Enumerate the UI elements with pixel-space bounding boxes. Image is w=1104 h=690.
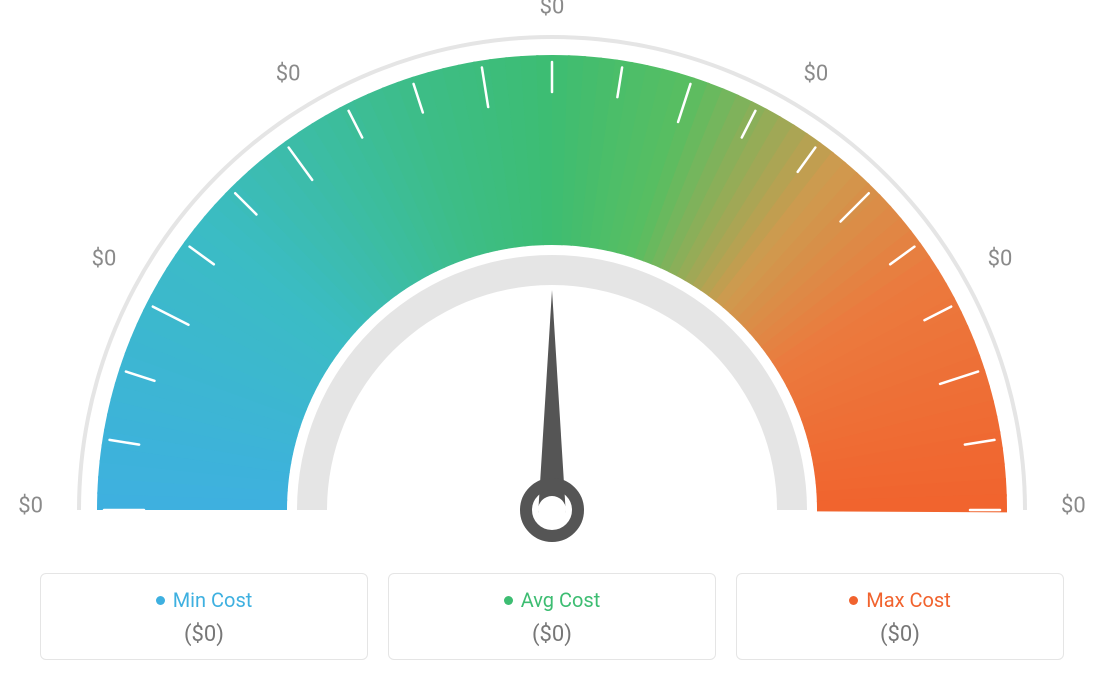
gauge-axis-label: $0	[1061, 494, 1086, 519]
legend-card-avg: Avg Cost ($0)	[388, 573, 716, 660]
legend-value-avg: ($0)	[399, 622, 705, 647]
gauge-svg	[22, 10, 1082, 570]
gauge-axis-label: $0	[18, 494, 43, 519]
legend-row: Min Cost ($0) Avg Cost ($0) Max Cost ($0…	[40, 573, 1064, 660]
cost-gauge-container: $0 $0 $0 $0 $0 $0 $0 Min Cost ($0) Avg Cost ($…	[0, 0, 1104, 690]
gauge-axis-label: $0	[276, 62, 301, 87]
legend-dot-min	[156, 596, 165, 605]
gauge-axis-label: $0	[92, 246, 117, 271]
legend-label-min: Min Cost	[173, 588, 253, 612]
legend-value-min: ($0)	[51, 622, 357, 647]
gauge-axis-label: $0	[540, 0, 565, 20]
legend-title-avg: Avg Cost	[504, 588, 601, 612]
legend-title-max: Max Cost	[849, 588, 951, 612]
legend-value-max: ($0)	[747, 622, 1053, 647]
gauge-axis-label: $0	[804, 62, 829, 87]
legend-dot-avg	[504, 596, 513, 605]
legend-card-max: Max Cost ($0)	[736, 573, 1064, 660]
legend-label-avg: Avg Cost	[521, 588, 601, 612]
legend-dot-max	[849, 596, 858, 605]
gauge: $0$0$0$0$0$0$0	[22, 10, 1082, 570]
gauge-axis-label: $0	[988, 246, 1013, 271]
legend-title-min: Min Cost	[156, 588, 253, 612]
legend-label-max: Max Cost	[866, 588, 951, 612]
legend-card-min: Min Cost ($0)	[40, 573, 368, 660]
